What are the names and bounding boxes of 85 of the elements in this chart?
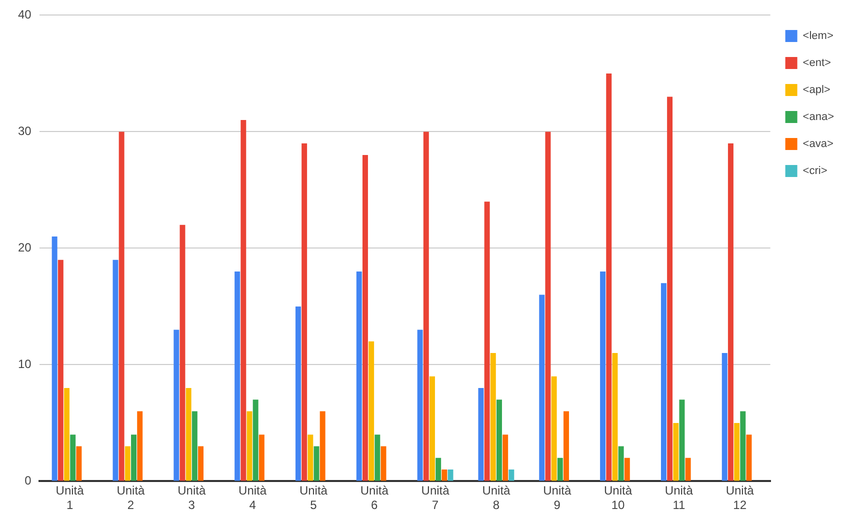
bar (508, 470, 514, 481)
y-tick-label: 30 (18, 124, 32, 138)
legend-label: <lem> (802, 30, 834, 42)
bar (442, 470, 448, 481)
legend-label: <ava> (802, 138, 834, 150)
bar (258, 434, 264, 481)
bar (186, 388, 192, 481)
bar (545, 132, 551, 481)
bar (118, 132, 124, 481)
bar (734, 422, 740, 481)
bar (308, 434, 314, 481)
bar (131, 434, 137, 481)
bar (478, 388, 484, 481)
bar (368, 341, 374, 481)
bar (180, 224, 186, 481)
bar (192, 411, 198, 481)
bar (685, 458, 691, 481)
bar (679, 400, 685, 481)
bar (52, 236, 58, 481)
bar (551, 376, 557, 481)
bar (314, 446, 320, 481)
bar (252, 400, 258, 481)
bar (320, 411, 326, 481)
x-tick-label: Unità 7 (421, 484, 450, 512)
bar (746, 434, 752, 481)
bar (484, 202, 490, 481)
bar (429, 376, 435, 481)
bar (174, 330, 180, 481)
bar (423, 132, 429, 481)
bar (124, 446, 130, 481)
bar (58, 260, 64, 481)
bar (490, 353, 496, 481)
y-tick-label: 40 (18, 8, 32, 22)
bar (539, 294, 545, 481)
bar (612, 353, 618, 481)
bar (618, 446, 624, 481)
legend-label: <cri> (802, 165, 828, 178)
bar (673, 422, 679, 481)
y-tick-label: 10 (18, 357, 32, 372)
bar (436, 458, 442, 481)
bar (295, 306, 301, 481)
bar (198, 446, 204, 481)
bar (448, 470, 454, 481)
x-tick-label: Unità 5 (299, 484, 328, 512)
bar (64, 388, 70, 481)
bar (667, 96, 673, 481)
legend-label: <apl> (802, 84, 830, 96)
bar (557, 458, 563, 481)
bar (728, 143, 734, 481)
x-tick-label: Unità 2 (116, 484, 146, 512)
bar (606, 73, 612, 481)
x-tick-label: Unità 12 (726, 484, 754, 512)
bar (302, 143, 308, 481)
bar (362, 155, 368, 481)
bar (564, 411, 569, 481)
x-tick-label: Unità 3 (178, 484, 206, 512)
y-tick-label: 0 (24, 474, 32, 488)
bar (380, 446, 386, 481)
bar (240, 120, 246, 481)
x-tick-label: Unità 9 (543, 484, 572, 512)
x-tick-label: Unità 10 (604, 484, 632, 512)
bar (600, 272, 606, 481)
x-tick-label: Unità 6 (360, 484, 389, 512)
bar (496, 400, 502, 481)
bar (356, 272, 362, 481)
bar (76, 446, 82, 481)
bar (722, 353, 728, 481)
legend-label: <ana> (802, 111, 834, 124)
y-tick-label: 20 (18, 240, 32, 255)
bar (417, 330, 423, 481)
bar (624, 458, 630, 481)
x-tick-label: Unità 11 (664, 484, 694, 512)
bar (112, 260, 118, 481)
legend-label: <ent> (802, 57, 831, 70)
x-tick-label: Unità 1 (56, 484, 84, 512)
bar (234, 272, 240, 481)
x-tick-label: Unità 4 (238, 484, 267, 512)
x-tick-label: Unità 8 (482, 484, 511, 512)
bar (137, 411, 143, 481)
bar (740, 411, 746, 481)
bar (246, 411, 252, 481)
bar (660, 283, 666, 481)
bar (502, 434, 508, 481)
bar (70, 434, 76, 481)
bar (374, 434, 380, 481)
